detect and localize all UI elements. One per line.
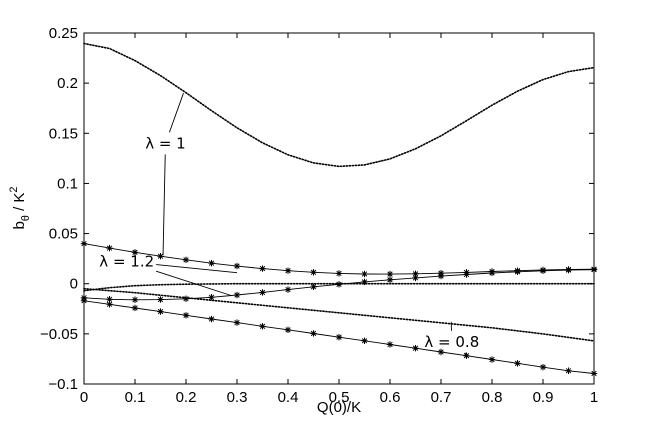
x-tick-label: 0.8 [482, 389, 503, 406]
series-point [259, 289, 266, 296]
series-point [539, 363, 547, 371]
annotation-pointer [156, 264, 238, 274]
series-point [488, 269, 496, 277]
series-point [463, 352, 470, 359]
series-point [259, 323, 266, 330]
series-point [590, 370, 598, 377]
series-point [539, 267, 547, 274]
series-point [437, 348, 445, 356]
series-point [361, 278, 368, 286]
series-point [514, 268, 521, 275]
series-point [208, 294, 215, 301]
series-point [361, 270, 368, 278]
x-tick-label: 0 [80, 389, 88, 406]
annotation-label: λ = 1 [145, 134, 186, 152]
series-point [106, 296, 113, 303]
series-point [131, 296, 139, 303]
y-axis-label: bθ / K2 [8, 186, 32, 229]
series-point [182, 295, 190, 302]
x-tick-label: 0.4 [278, 389, 299, 406]
x-tick-label: 0.9 [533, 389, 554, 406]
y-tick-label: 0 [70, 276, 78, 293]
series-point [182, 312, 190, 319]
series-point [590, 266, 598, 273]
series-point [361, 337, 368, 344]
annotation-pointer [162, 154, 166, 256]
series-point [386, 341, 394, 348]
series-point [131, 304, 139, 312]
annotation-label: λ = 1.2 [99, 253, 154, 271]
y-tick-label: 0.15 [49, 125, 78, 142]
annotation-pointer [464, 352, 467, 355]
y-tick-label: 0.1 [57, 175, 78, 192]
x-tick-label: 0.1 [125, 389, 146, 406]
y-axis-label-sub: θ [20, 215, 32, 221]
y-tick-label: 0.25 [49, 25, 78, 42]
series-line-0 [83, 42, 595, 168]
series-point [208, 315, 215, 323]
series-point [565, 266, 572, 274]
y-axis-label-tail: / K [11, 193, 28, 216]
series-group [80, 42, 598, 377]
series-point [335, 281, 343, 288]
series-point [412, 344, 419, 352]
y-tick-label: −0.1 [48, 376, 78, 393]
series-point [463, 271, 470, 278]
series-point [386, 270, 394, 278]
series-point [284, 267, 292, 274]
y-axis-ticks: −0.1 −0.05 0 0.05 0.1 0.15 0.2 0.25 [40, 25, 594, 393]
series-point [437, 272, 445, 280]
annotation-pointer [156, 270, 233, 297]
series-point [80, 240, 88, 247]
annotations-group: λ = 1 λ = 1.2 λ = 0.8 [99, 93, 479, 355]
y-axis-label-sup: 2 [8, 186, 20, 192]
x-tick-label: 0.5 [329, 389, 350, 406]
series-point [157, 308, 164, 315]
y-tick-label: −0.05 [40, 326, 78, 343]
x-axis-label: Q(0)/K [317, 399, 361, 416]
series-point [233, 291, 241, 299]
series-point [182, 256, 190, 264]
series-point [335, 270, 343, 277]
series-point [157, 296, 164, 303]
series-point [157, 253, 164, 260]
series-point [106, 244, 113, 252]
series-point [310, 269, 317, 276]
series-point [412, 270, 419, 277]
series-point [284, 286, 292, 293]
series-point [233, 262, 241, 270]
x-tick-label: 1 [590, 389, 598, 406]
series-point [106, 301, 113, 308]
x-tick-label: 0.3 [227, 389, 248, 406]
annotation-label: λ = 0.8 [424, 333, 479, 351]
series-point [514, 360, 521, 367]
series-point [310, 283, 317, 291]
series-point [80, 297, 88, 304]
series-line-2 [83, 287, 595, 342]
series-point [284, 326, 292, 334]
y-tick-label: 0.2 [57, 75, 78, 92]
series-point [131, 249, 139, 256]
series-point [565, 367, 572, 374]
x-axis-ticks: 0 0.1 0.2 0.3 0.4 0.5 0.6 0.7 0.8 0.9 1 [80, 33, 598, 406]
series-point [208, 259, 215, 267]
series-point [412, 274, 419, 282]
x-tick-label: 0.7 [431, 389, 452, 406]
x-tick-label: 0.6 [380, 389, 401, 406]
y-axis-label-main: b [11, 221, 28, 229]
series-point [488, 356, 496, 363]
series-point [335, 333, 343, 341]
x-tick-label: 0.2 [176, 389, 197, 406]
series-point [233, 319, 241, 326]
series-line-1 [83, 282, 595, 292]
annotation-pointer [168, 93, 184, 133]
series-point [259, 265, 266, 272]
series-point [310, 330, 317, 337]
series-point [386, 276, 394, 284]
y-tick-label: 0.05 [49, 226, 78, 243]
